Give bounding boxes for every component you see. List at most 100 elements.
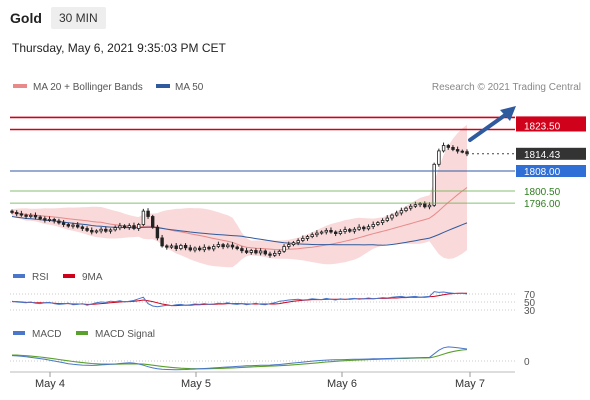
candle [193, 246, 197, 253]
candle-body [272, 252, 277, 256]
candle [254, 248, 258, 255]
level-tag-bg [516, 165, 586, 177]
candle [207, 245, 211, 251]
candle [160, 234, 164, 248]
candle [66, 222, 70, 228]
candle [38, 215, 42, 221]
candle-body [404, 207, 408, 211]
level-tag-label: 1800.50 [524, 187, 561, 198]
candle [165, 244, 169, 250]
candle [136, 222, 141, 231]
candle-body [99, 228, 103, 232]
level-tag-label: 1823.50 [524, 122, 561, 133]
candle [211, 244, 216, 252]
candle [305, 234, 310, 241]
candle [371, 221, 375, 230]
candle-body [90, 229, 94, 233]
candle-body [122, 225, 127, 228]
candle-body [380, 220, 385, 223]
level-tag-label: 1814.43 [524, 150, 561, 161]
level-tags: 1828.001823.501814.431808.001800.501796.… [516, 116, 586, 210]
candle [380, 218, 385, 226]
forecast-arrow [468, 106, 516, 142]
candle-body [127, 225, 131, 228]
candle [394, 210, 399, 217]
candle-body [80, 226, 85, 229]
candle-body [296, 240, 300, 244]
x-axis: May 4 May 5 May 6 May 7 [35, 372, 485, 390]
candle-body [329, 229, 333, 233]
candle-body [113, 227, 117, 231]
candle-body [371, 224, 375, 227]
candle-body [291, 242, 296, 245]
candle-body [460, 150, 464, 153]
candle-body [366, 226, 371, 230]
candle-body [287, 244, 291, 247]
candle-body [155, 226, 160, 239]
candle [343, 226, 347, 234]
legend-rsi-label: RSI [32, 272, 49, 283]
rsi-level-label: 50 [524, 298, 536, 309]
candle [455, 146, 460, 154]
candle-body [94, 230, 99, 233]
candle-body [221, 244, 225, 248]
candle-body [240, 248, 244, 252]
candle [249, 248, 253, 255]
candle [291, 241, 296, 247]
candle-body [263, 250, 267, 255]
level-lines [10, 116, 515, 204]
candle [188, 244, 192, 252]
rsi-level-label: 30 [524, 306, 536, 317]
candle [268, 251, 272, 258]
candle [282, 244, 286, 253]
candle [113, 225, 117, 232]
legend-macd-signal-label: MACD Signal [95, 329, 155, 340]
candle-body [418, 203, 422, 206]
candle-body [282, 246, 286, 252]
candle-body [150, 216, 155, 228]
candle [43, 216, 47, 223]
candle-body [427, 204, 432, 208]
candle-body [408, 205, 413, 209]
candle [315, 230, 319, 238]
candle-body [357, 226, 361, 230]
level-tag-bg [516, 147, 586, 160]
candle [399, 207, 404, 216]
candle-body [441, 145, 446, 152]
candle-body [19, 213, 24, 216]
timeframe-badge[interactable]: 30 MIN [51, 7, 106, 29]
candle-body [24, 214, 28, 217]
candle-body [348, 229, 352, 232]
ma50-line [11, 216, 468, 246]
candle-body [235, 246, 239, 250]
candle-body [432, 163, 436, 206]
candle [432, 162, 436, 207]
candle [29, 213, 33, 219]
candle [80, 225, 85, 231]
candle [324, 228, 328, 235]
candle-body [254, 250, 258, 254]
candle-body [118, 225, 122, 229]
candle-body [268, 253, 272, 256]
candle [216, 241, 221, 249]
candle [352, 227, 357, 234]
level-tag-label: 1808.00 [524, 167, 561, 178]
candle [338, 229, 343, 236]
candle [174, 242, 178, 252]
candle [310, 232, 314, 239]
candle [357, 224, 361, 231]
candle [287, 241, 291, 249]
candle-body [47, 218, 52, 221]
candle [329, 227, 333, 234]
candle [376, 221, 380, 227]
level-tag-bg [516, 119, 586, 132]
ma20-line [11, 187, 468, 251]
candle [272, 250, 277, 257]
macd-line [11, 346, 468, 371]
candle-body [188, 247, 192, 251]
candle [146, 208, 150, 219]
candle [390, 213, 394, 221]
candle-body [132, 225, 136, 229]
candle [155, 224, 160, 241]
candle-body [71, 224, 75, 227]
